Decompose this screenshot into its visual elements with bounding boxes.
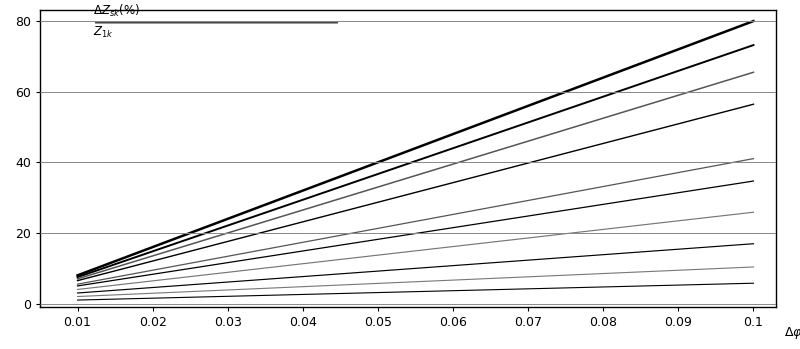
Text: $\Delta\varphi_{nk}$: $\Delta\varphi_{nk}$ — [783, 325, 800, 341]
Text: $\Delta Z_{sk}(\%)$: $\Delta Z_{sk}(\%)$ — [93, 3, 139, 19]
Text: $Z_{1k}$: $Z_{1k}$ — [93, 24, 113, 40]
